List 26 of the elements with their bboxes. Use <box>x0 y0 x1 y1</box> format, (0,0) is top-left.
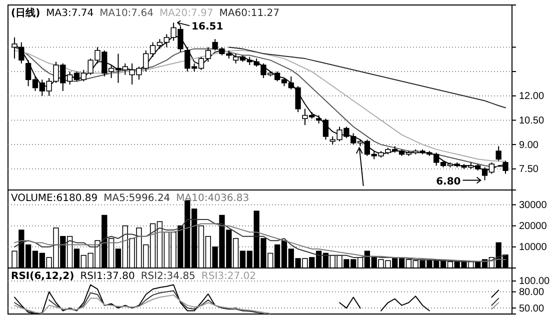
chart-title: (日线) <box>11 7 40 19</box>
y-tick-label: 80.00 <box>519 287 544 298</box>
line-series <box>228 46 506 108</box>
text: MA10:7.64 <box>100 8 154 19</box>
y-tick-label: 100.00 <box>519 276 550 288</box>
y-tick-label: 10.50 <box>519 115 544 126</box>
text: RSI3:27.02 <box>201 271 256 282</box>
chart-title: RSI(6,12,2) <box>11 271 74 282</box>
y-tick-label: 7.50 <box>519 164 539 176</box>
series-label: VOLUME:6180.89 <box>11 193 98 204</box>
y-tick-label: 50.00 <box>519 303 544 314</box>
y-tick-label: 20000 <box>519 221 548 232</box>
text: MA20:7.97 <box>159 8 214 19</box>
y-tick-label: 30000 <box>519 200 548 211</box>
candlestick <box>496 146 502 162</box>
y-tick-label: 10000 <box>519 242 548 254</box>
text: MA60:11.27 <box>219 8 280 19</box>
text: MA3:7.74 <box>46 8 94 19</box>
y-tick-label: 12.00 <box>519 91 544 102</box>
y-tick-label: 9.00 <box>519 140 539 151</box>
series-label: RSI1:37.80 <box>80 271 135 282</box>
series-label: RSI2:34.85 <box>140 271 196 282</box>
annotation: 16.51 <box>192 22 224 33</box>
text: MA5:5996.24 <box>104 193 170 204</box>
text: MA10:4036.83 <box>176 193 250 204</box>
annotation: 6.80 <box>436 176 461 188</box>
